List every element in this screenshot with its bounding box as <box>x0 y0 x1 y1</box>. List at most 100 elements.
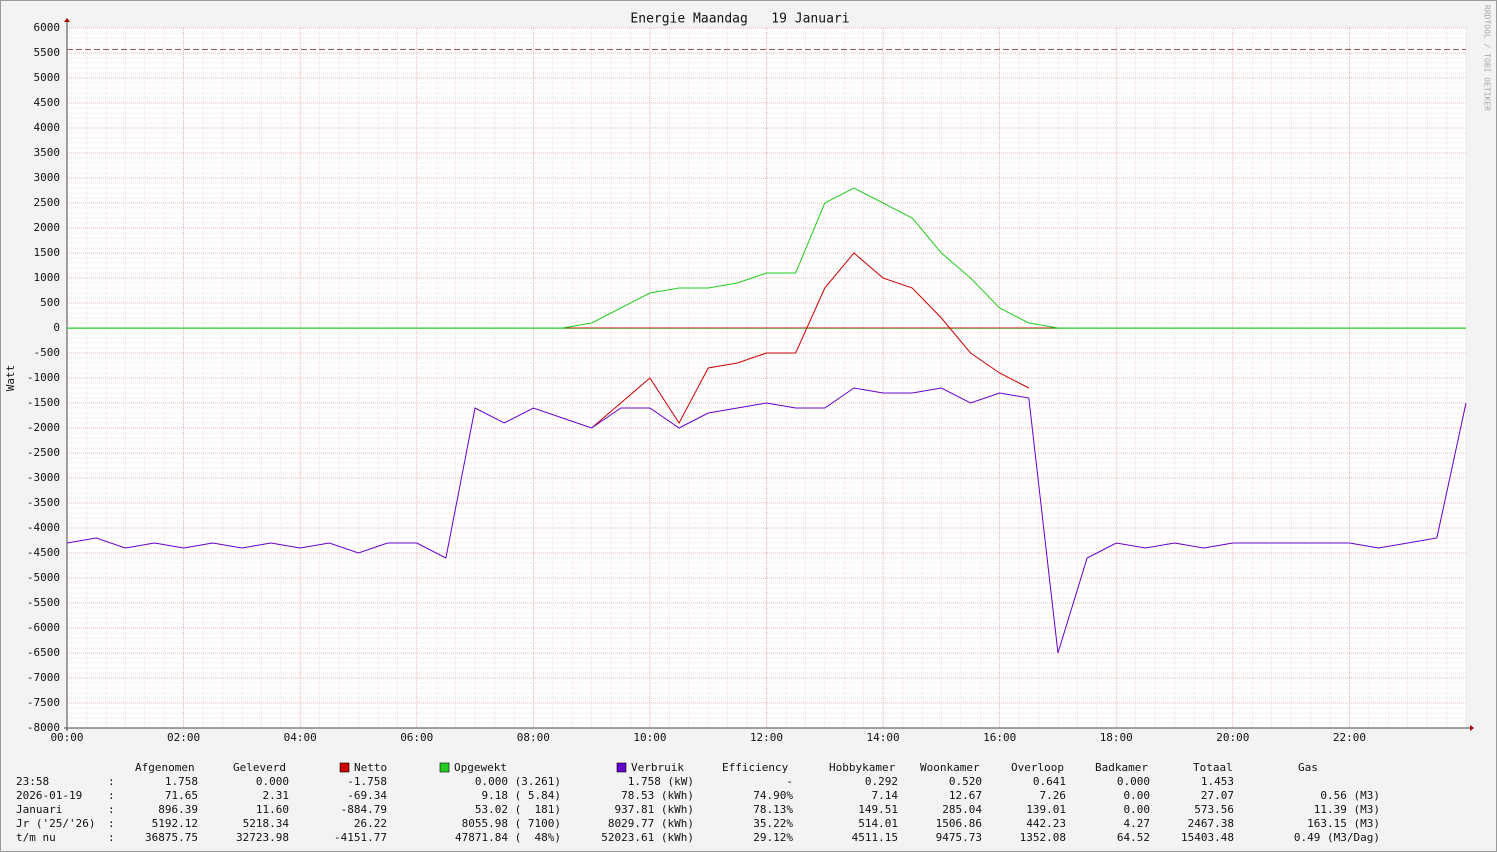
y-tick-label: -6500 <box>27 646 60 659</box>
table-cell: 0.000 <box>256 775 289 788</box>
table-cell: 1.758 (kW) <box>628 775 694 788</box>
table-cell: 0.56 (M3) <box>1320 789 1380 802</box>
table-cell: 5192.12 <box>152 817 198 830</box>
table-cell: 1.453 <box>1201 775 1234 788</box>
y-tick-label: 2000 <box>34 221 61 234</box>
y-tick-label: -7500 <box>27 696 60 709</box>
y-tick-label: 3000 <box>34 171 61 184</box>
table-cell: 7.14 <box>872 789 899 802</box>
y-tick-label: -5000 <box>27 571 60 584</box>
table-cell: 1506.86 <box>936 817 982 830</box>
y-tick-label: -5500 <box>27 596 60 609</box>
table-header: Woonkamer <box>920 761 980 774</box>
y-tick-label: 3500 <box>34 146 61 159</box>
table-cell: 514.01 <box>858 817 898 830</box>
row-label: Jr ('25/'26) <box>16 817 95 830</box>
table-cell: 53.02 ( 181) <box>475 803 561 816</box>
table-cell: 163.15 (M3) <box>1307 817 1380 830</box>
table-cell: 896.39 <box>158 803 198 816</box>
table-cell: 9475.73 <box>936 831 982 844</box>
x-tick-label: 08:00 <box>517 731 550 744</box>
table-cell: 0.520 <box>949 775 982 788</box>
table-cell: 573.56 <box>1194 803 1234 816</box>
table-cell: - <box>786 775 793 788</box>
row-separator: : <box>108 775 115 788</box>
table-cell: 0.00 <box>1124 803 1151 816</box>
y-tick-label: -1500 <box>27 396 60 409</box>
table-cell: 8055.98 ( 7100) <box>462 817 561 830</box>
table-cell: 9.18 ( 5.84) <box>482 789 561 802</box>
series-line <box>591 252 1030 429</box>
x-tick-label: 02:00 <box>167 731 200 744</box>
table-cell: -884.79 <box>341 803 387 816</box>
table-cell: 36875.75 <box>145 831 198 844</box>
table-cell: 0.00 <box>1124 789 1151 802</box>
x-tick-label: 00:00 <box>50 731 83 744</box>
y-tick-label: 4500 <box>34 96 61 109</box>
legend-swatch <box>439 762 450 773</box>
y-axis-label: Watt <box>4 365 17 392</box>
y-tick-label: 2500 <box>34 196 61 209</box>
table-cell: -1.758 <box>347 775 387 788</box>
y-tick-label: -3500 <box>27 496 60 509</box>
table-cell: 0.000 <box>1117 775 1150 788</box>
y-tick-label: -1000 <box>27 371 60 384</box>
y-tick-label: 4000 <box>34 121 61 134</box>
series-line <box>67 187 1466 329</box>
y-tick-label: 5000 <box>34 71 61 84</box>
table-cell: 442.23 <box>1026 817 1066 830</box>
y-tick-label: -2500 <box>27 446 60 459</box>
table-header: Gas <box>1298 761 1318 774</box>
table-cell: 5218.34 <box>243 817 290 830</box>
x-tick-label: 04:00 <box>284 731 317 744</box>
x-tick-label: 12:00 <box>750 731 783 744</box>
row-label: 23:58 <box>16 775 49 788</box>
y-tick-label: -500 <box>34 346 61 359</box>
table-cell: 7.26 <box>1040 789 1067 802</box>
table-cell: 11.60 <box>256 803 289 816</box>
row-separator: : <box>108 831 115 844</box>
table-cell: 15403.48 <box>1181 831 1234 844</box>
table-cell: 0.292 <box>865 775 898 788</box>
table-cell: 52023.61 (kWh) <box>601 831 694 844</box>
table-cell: 2467.38 <box>1188 817 1234 830</box>
table-header: Afgenomen <box>135 761 195 774</box>
y-tick-label: 0 <box>53 321 60 334</box>
table-header: Badkamer <box>1095 761 1148 774</box>
table-cell: 285.04 <box>942 803 982 816</box>
y-tick-label: -4500 <box>27 546 60 559</box>
legend-label: Netto <box>354 761 387 774</box>
y-tick-label: 6000 <box>34 21 61 34</box>
table-cell: 47871.84 ( 48%) <box>455 831 561 844</box>
table-cell: 26.22 <box>354 817 387 830</box>
table-header: Overloop <box>1011 761 1064 774</box>
y-tick-label: 5500 <box>34 46 61 59</box>
y-tick-label: -3000 <box>27 471 60 484</box>
y-tick-label: -7000 <box>27 671 60 684</box>
x-tick-label: 06:00 <box>400 731 433 744</box>
table-cell: 8029.77 (kWh) <box>608 817 694 830</box>
table-cell: 35.22% <box>753 817 793 830</box>
y-tick-label: 1500 <box>34 246 61 259</box>
table-cell: 64.52 <box>1117 831 1150 844</box>
y-tick-label: 1000 <box>34 271 61 284</box>
y-tick-label: 500 <box>40 296 60 309</box>
x-tick-label: 14:00 <box>867 731 900 744</box>
table-cell: 1352.08 <box>1020 831 1066 844</box>
y-tick-label: -4000 <box>27 521 60 534</box>
table-cell: 1.758 <box>165 775 198 788</box>
row-label: Januari <box>16 803 62 816</box>
axis-arrow <box>1470 725 1474 731</box>
row-label: 2026-01-19 <box>16 789 82 802</box>
y-tick-label: -2000 <box>27 421 60 434</box>
table-cell: 2.31 <box>263 789 290 802</box>
table-cell: 78.53 (kWh) <box>621 789 694 802</box>
table-cell: 149.51 <box>858 803 898 816</box>
table-cell: 12.67 <box>949 789 982 802</box>
legend-label: Opgewekt <box>454 761 507 774</box>
table-cell: 32723.98 <box>236 831 289 844</box>
table-header: Hobbykamer <box>829 761 896 774</box>
x-tick-label: 10:00 <box>633 731 666 744</box>
x-tick-label: 16:00 <box>983 731 1016 744</box>
table-cell: -69.34 <box>347 789 387 802</box>
